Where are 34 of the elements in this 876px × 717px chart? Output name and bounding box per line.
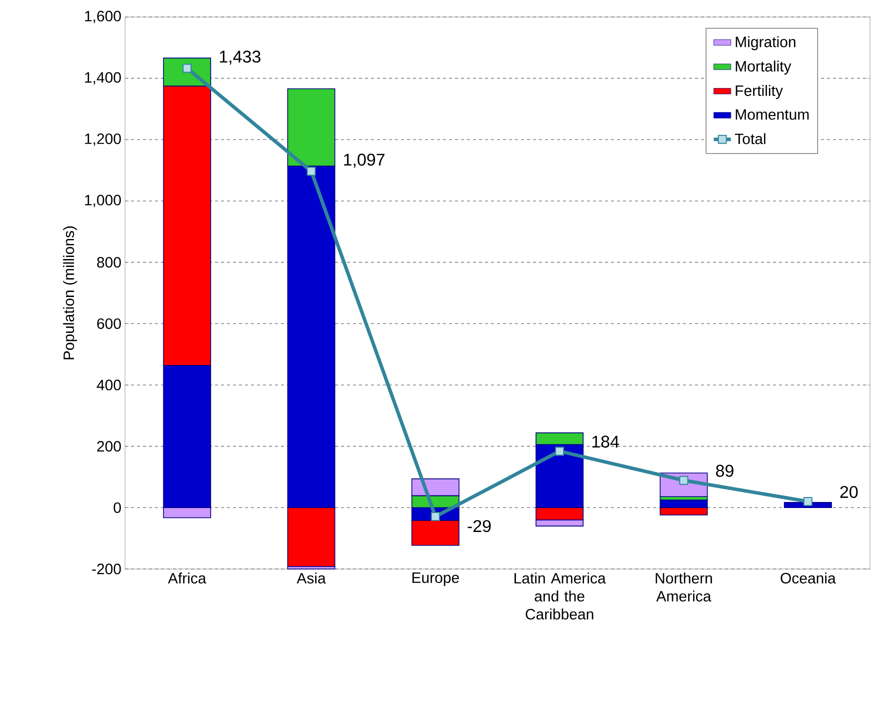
- y-tick-label: 1,600: [85, 10, 121, 24]
- point: [803, 497, 812, 506]
- x-tick-label: Asia: [296, 572, 326, 584]
- y-tick-label: 1,000: [85, 194, 121, 208]
- legend-label: Mortality: [736, 60, 792, 75]
- point: [555, 446, 564, 456]
- y-axis-title: Population (millions): [63, 226, 78, 360]
- legend-label: Fertility: [736, 84, 783, 99]
- x-tick-label: Oceania: [780, 572, 836, 584]
- y-tick-label: 1,400: [85, 72, 121, 85]
- legend-label: Migration: [736, 36, 796, 50]
- data-label: 1,097: [344, 154, 384, 168]
- x-tick-label: Northern America: [656, 572, 712, 602]
- x-tick-label: Africa: [168, 572, 206, 584]
- y-tick-label: 600: [97, 318, 121, 329]
- legend-label: Momentum: [736, 109, 809, 120]
- data-label: 20: [840, 486, 858, 498]
- y-tick-label: 0: [114, 502, 121, 513]
- x-tick-label: Europe: [412, 572, 459, 586]
- x-tick-label: Latin America and the Caribbean: [514, 572, 606, 620]
- data-label: -29: [468, 520, 491, 532]
- y-tick-label: 400: [96, 380, 121, 390]
- y-tick-label: 200: [97, 441, 121, 452]
- data-label: 1,433: [220, 50, 260, 65]
- point: [306, 166, 316, 176]
- y-tick-label: -200: [92, 564, 121, 574]
- data-label: 89: [716, 464, 734, 477]
- y-tick-label: 1,200: [85, 133, 121, 146]
- data-label: 184: [592, 436, 619, 448]
- y-tick-label: 800: [97, 257, 121, 268]
- legend-label: Total: [734, 133, 766, 144]
- point: [182, 64, 192, 73]
- point: [430, 512, 440, 522]
- point: [679, 476, 688, 485]
